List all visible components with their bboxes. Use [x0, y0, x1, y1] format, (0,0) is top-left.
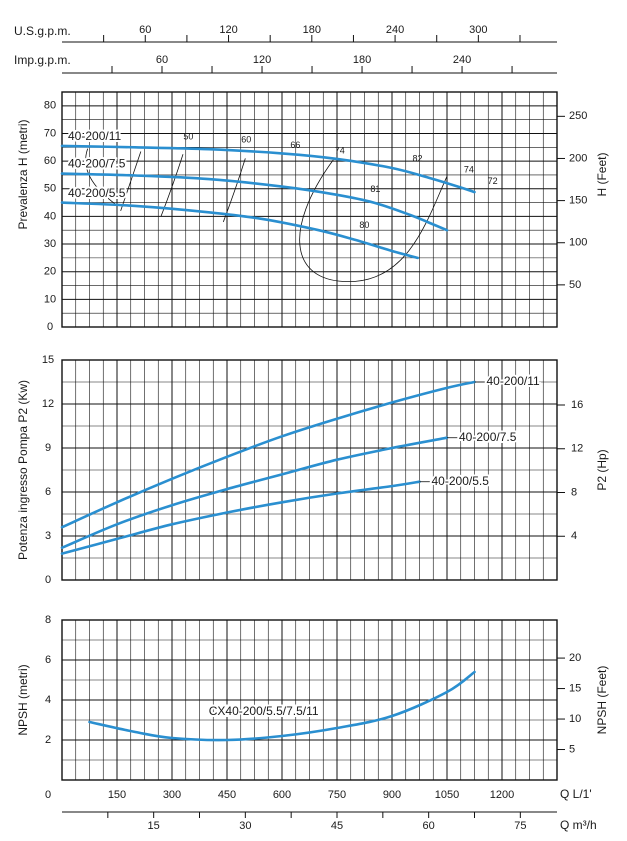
- npsh-y-tick-label: 6: [45, 654, 51, 666]
- head-efficiency-label: 82: [413, 154, 423, 164]
- impgpm-tick-label: 120: [253, 54, 271, 66]
- npsh-y-axis-label: NPSH (metri): [16, 664, 30, 735]
- head-right-tick-label: 100: [569, 237, 587, 249]
- head-series-label: 40-200/7.5: [68, 157, 126, 171]
- lmin-tick-label: 600: [273, 789, 291, 801]
- power-y-tick-label: 9: [45, 442, 51, 454]
- impgpm-tick-label: 240: [453, 54, 471, 66]
- power-right-tick-label: 16: [571, 399, 583, 411]
- head-y-tick-label: 10: [44, 293, 56, 305]
- usgpm-tick-label: 180: [303, 24, 321, 36]
- npsh-right-tick-label: 10: [569, 713, 581, 725]
- lmin-tick-label: 0: [45, 789, 51, 801]
- lmin-tick-label: 300: [163, 789, 181, 801]
- power-y-tick-label: 0: [45, 574, 51, 586]
- head-y-tick-label: 20: [44, 266, 56, 278]
- head-y-tick-label: 60: [44, 155, 56, 167]
- power-right-tick-label: 12: [571, 443, 583, 455]
- lmin-tick-label: 900: [383, 789, 401, 801]
- head-efficiency-label: 72: [488, 176, 498, 186]
- impgpm-tick-label: 60: [156, 54, 168, 66]
- head-curve-40-200/11: [60, 144, 476, 194]
- usgpm-scale-label: U.S.g.p.m.: [14, 24, 71, 38]
- power-y-tick-label: 6: [45, 486, 51, 498]
- power-y-tick-label: 15: [42, 354, 54, 366]
- usgpm-tick-label: 120: [219, 24, 237, 36]
- head-y-tick-label: 0: [47, 321, 53, 333]
- head-efficiency-label: 81: [370, 184, 380, 194]
- head-efficiency-label: 60: [241, 134, 251, 144]
- lmin-tick-label: 450: [218, 789, 236, 801]
- head-series-label: 40-200/5.5: [68, 186, 126, 200]
- head-efficiency-label: 66: [290, 140, 300, 150]
- head-right-tick-label: 250: [569, 110, 587, 122]
- lmin-scale-label: Q L/1': [560, 787, 592, 801]
- head-efficiency-label: 50: [183, 132, 193, 142]
- power-y-tick-label: 3: [45, 530, 51, 542]
- head-efficiency-isoline: [85, 148, 118, 206]
- head-efficiency-isoline: [222, 158, 246, 223]
- m3h-scale-label: Q m³/h: [560, 818, 597, 832]
- head-y-axis-label: Prevalenza H (metri): [16, 119, 30, 229]
- head-curve-40-200/5.5: [60, 201, 419, 260]
- npsh-right-axis-label: NPSH (Feet): [595, 666, 609, 735]
- npsh-y-tick-label: 8: [45, 614, 51, 626]
- m3h-tick-label: 60: [423, 820, 435, 832]
- power-right-tick-label: 4: [571, 530, 577, 542]
- power-y-axis-label: Potenza ingresso Pompa P2 (Kw): [16, 380, 30, 560]
- head-y-tick-label: 70: [44, 127, 56, 139]
- power-right-axis-label: P2 (Hp): [595, 449, 609, 490]
- usgpm-tick-label: 300: [469, 24, 487, 36]
- m3h-tick-label: 30: [239, 820, 251, 832]
- power-series-label: 40-200/11: [487, 374, 540, 388]
- head-right-tick-label: 50: [569, 279, 581, 291]
- head-right-axis-label: H (Feet): [595, 152, 609, 196]
- impgpm-tick-label: 180: [353, 54, 371, 66]
- power-curve-40-200/5.5: [60, 480, 421, 555]
- npsh-curve-CX40-200/5.5/7.5/11: [88, 670, 476, 742]
- m3h-tick-label: 75: [514, 820, 526, 832]
- impgpm-scale-label: Imp.g.p.m.: [14, 53, 71, 67]
- npsh-right-tick-label: 20: [569, 652, 581, 664]
- usgpm-tick-label: 60: [139, 24, 151, 36]
- lmin-tick-label: 750: [328, 789, 346, 801]
- power-right-tick-label: 8: [571, 486, 577, 498]
- power-curve-40-200/7.5: [60, 436, 449, 549]
- head-curve-40-200/7.5: [60, 172, 449, 232]
- head-y-tick-label: 50: [44, 183, 56, 195]
- lmin-tick-label: 150: [108, 789, 126, 801]
- m3h-tick-label: 45: [331, 820, 343, 832]
- npsh-right-tick-label: 5: [569, 743, 575, 755]
- head-series-label: 40-200/11: [68, 129, 121, 143]
- lmin-tick-label: 1200: [490, 789, 514, 801]
- npsh-y-tick-label: 4: [45, 694, 51, 706]
- npsh-y-tick-label: 2: [45, 734, 51, 746]
- head-efficiency-label: 74: [335, 145, 345, 155]
- head-efficiency-loop: [299, 159, 448, 282]
- lmin-tick-label: 1050: [435, 789, 459, 801]
- head-y-tick-label: 80: [44, 100, 56, 112]
- npsh-right-tick-label: 15: [569, 682, 581, 694]
- head-right-tick-label: 200: [569, 152, 587, 164]
- power-series-label: 40-200/5.5: [432, 474, 490, 488]
- power-y-tick-label: 12: [42, 398, 54, 410]
- usgpm-tick-label: 240: [386, 24, 404, 36]
- m3h-tick-label: 15: [148, 820, 160, 832]
- power-series-label: 40-200/7.5: [459, 430, 517, 444]
- power-curve-40-200/11: [60, 380, 476, 529]
- head-y-tick-label: 40: [44, 210, 56, 222]
- head-efficiency-label: 74: [464, 165, 474, 175]
- npsh-series-label: CX40-200/5.5/7.5/11: [209, 704, 319, 718]
- head-y-tick-label: 30: [44, 238, 56, 250]
- head-efficiency-isoline: [160, 154, 184, 217]
- head-efficiency-label: 80: [359, 220, 369, 230]
- head-right-tick-label: 150: [569, 195, 587, 207]
